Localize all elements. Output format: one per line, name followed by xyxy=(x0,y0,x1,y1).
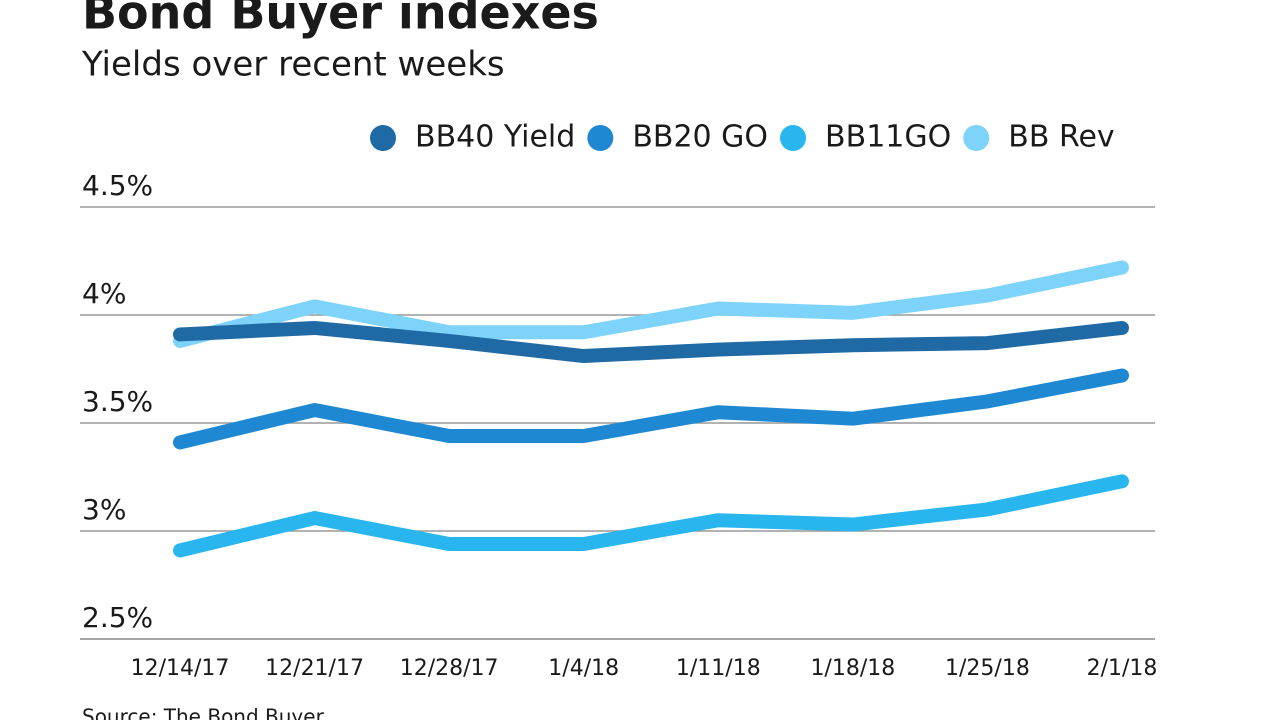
x-tick-label: 1/25/18 xyxy=(945,656,1030,681)
x-tick-label: 1/4/18 xyxy=(548,656,619,681)
y-tick-label: 4% xyxy=(82,277,126,310)
y-tick-label: 2.5% xyxy=(82,601,153,634)
y-tick-label: 4.5% xyxy=(82,169,153,202)
series-line xyxy=(173,368,1129,450)
y-tick-label: 3% xyxy=(82,493,126,526)
x-tick-label: 1/18/18 xyxy=(810,656,895,681)
legend-marker xyxy=(587,125,614,151)
x-tick-label: 12/14/17 xyxy=(131,656,230,681)
legend-label: BB11GO xyxy=(825,120,951,155)
x-tick-label: 1/11/18 xyxy=(676,656,761,681)
x-tick-label: 12/21/17 xyxy=(265,656,364,681)
series-line xyxy=(173,260,1129,348)
legend-label: BB20 GO xyxy=(632,120,768,155)
chart-title: Bond Buyer indexes xyxy=(82,0,599,40)
series-line xyxy=(173,320,1129,364)
legend-label: BB Rev xyxy=(1008,120,1114,155)
chart-subtitle: Yields over recent weeks xyxy=(81,45,505,85)
source-note: Source: The Bond Buyer xyxy=(82,705,325,720)
legend-label: BB40 Yield xyxy=(415,120,575,155)
legend-marker xyxy=(963,125,990,151)
y-tick-label: 3.5% xyxy=(82,385,153,418)
x-tick-label: 2/1/18 xyxy=(1087,656,1158,681)
x-tick-label: 12/28/17 xyxy=(400,656,499,681)
legend-marker xyxy=(780,125,807,151)
legend-marker xyxy=(370,125,396,151)
series-line xyxy=(173,474,1129,558)
